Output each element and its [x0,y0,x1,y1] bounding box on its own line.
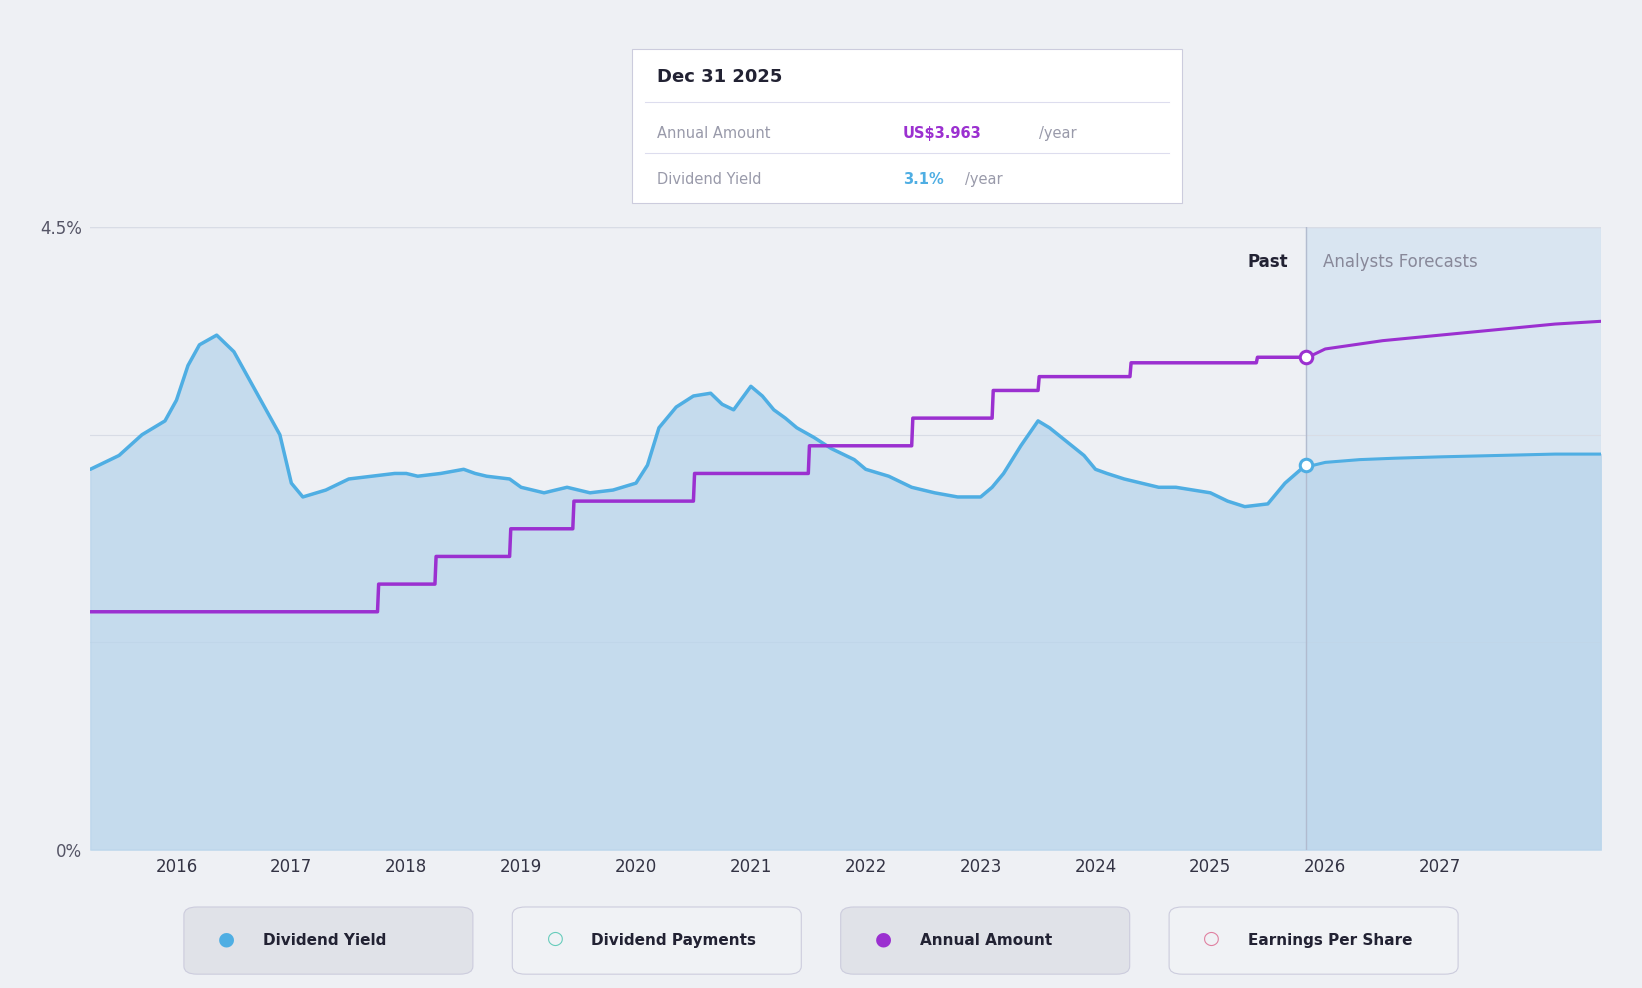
Text: 3.1%: 3.1% [903,172,944,188]
Text: Dividend Payments: Dividend Payments [591,933,755,948]
Text: Analysts Forecasts: Analysts Forecasts [1323,253,1478,271]
Text: Annual Amount: Annual Amount [920,933,1053,948]
Text: /year: /year [1039,125,1077,141]
Text: ●: ● [218,929,235,948]
Text: Past: Past [1248,253,1289,271]
Text: Earnings Per Share: Earnings Per Share [1248,933,1412,948]
Text: ●: ● [875,929,892,948]
Bar [1305,227,1601,850]
Text: Dividend Yield: Dividend Yield [657,172,762,188]
Text: Dec 31 2025: Dec 31 2025 [657,68,782,86]
Text: /year: /year [965,172,1003,188]
Text: ○: ○ [547,929,563,948]
Text: Annual Amount: Annual Amount [657,125,770,141]
Text: US$3.963: US$3.963 [903,125,982,141]
Text: ○: ○ [1204,929,1220,948]
Text: Dividend Yield: Dividend Yield [263,933,386,948]
